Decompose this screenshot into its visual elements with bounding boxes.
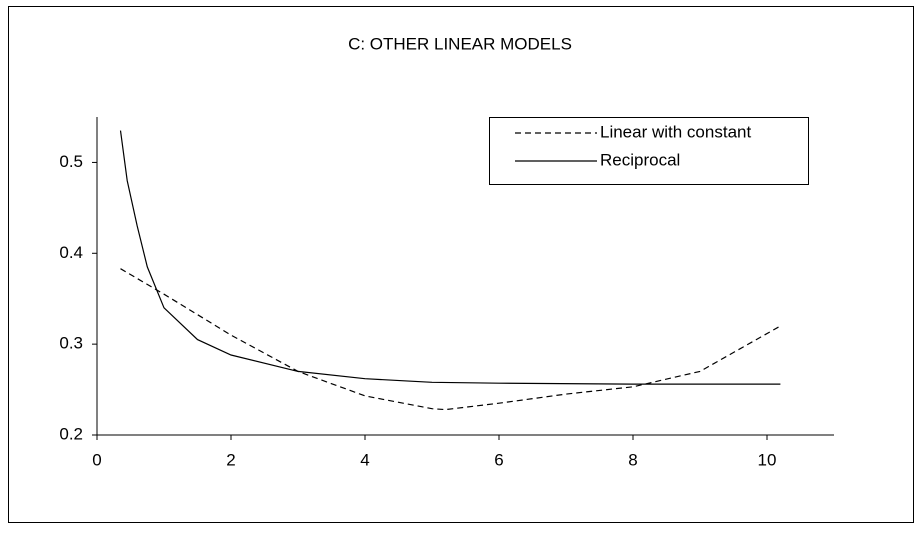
- legend-box: [489, 117, 809, 185]
- chart-title: C: OTHER LINEAR MODELS: [348, 34, 572, 53]
- legend-label: Reciprocal: [600, 150, 680, 169]
- x-tick-label: 8: [628, 450, 637, 469]
- x-tick-label: 0: [92, 450, 101, 469]
- y-tick-label: 0.5: [59, 152, 83, 171]
- x-tick-label: 4: [360, 450, 369, 469]
- y-tick-label: 0.3: [59, 334, 83, 353]
- x-tick-label: 10: [758, 450, 777, 469]
- legend-label: Linear with constant: [600, 122, 751, 141]
- y-tick-label: 0.2: [59, 424, 83, 443]
- series-line: [119, 130, 781, 385]
- x-tick-label: 6: [494, 450, 503, 469]
- chart-border: [8, 6, 914, 523]
- x-tick-label: 2: [226, 450, 235, 469]
- series-line: [120, 268, 781, 411]
- y-tick-label: 0.4: [59, 243, 83, 262]
